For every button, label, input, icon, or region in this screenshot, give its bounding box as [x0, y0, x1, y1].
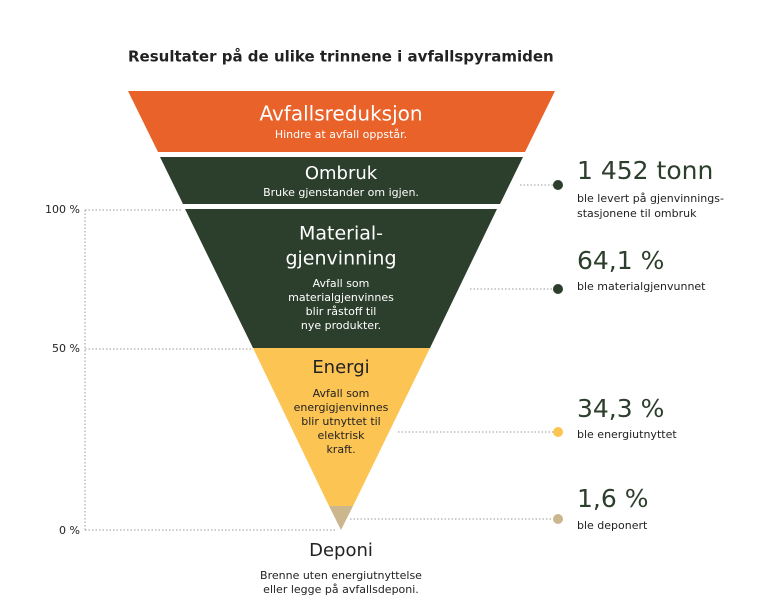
level-desc: blir utnyttet til — [301, 415, 381, 428]
band-reuse — [160, 157, 523, 204]
level-desc: elektrisk — [318, 429, 366, 442]
result-desc: ble energiutnyttet — [577, 428, 677, 441]
result-value: 1,6 % — [577, 484, 648, 513]
result-dot — [553, 427, 563, 437]
results: 1 452 tonn ble levert på gjenvinnings- s… — [350, 156, 724, 532]
level-desc: Hindre at avfall oppstår. — [275, 128, 407, 141]
level-texts: Avfallsreduksjon Hindre at avfall oppstå… — [259, 102, 422, 597]
level-name: Avfallsreduksjon — [259, 102, 422, 126]
result-value: 1 452 tonn — [577, 156, 713, 185]
title: Resultater på de ulike trinnene i avfall… — [128, 48, 554, 66]
level-name: gjenvinning — [285, 248, 396, 270]
level-desc: Bruke gjenstander om igjen. — [263, 186, 419, 199]
level-name: Material- — [299, 223, 383, 245]
result-value: 64,1 % — [577, 246, 664, 275]
leader-lines — [350, 184, 558, 520]
level-desc: eller legge på avfallsdeponi. — [263, 583, 419, 596]
level-name: Deponi — [309, 540, 373, 561]
result-desc: ble deponert — [577, 519, 648, 532]
band-landfill — [329, 506, 353, 530]
result-desc: ble levert på gjenvinnings- — [577, 192, 724, 205]
result-desc: stasjonene til ombruk — [577, 207, 697, 220]
level-name: Ombruk — [305, 163, 378, 184]
left-axis: 100 % 50 % 0 % — [45, 203, 335, 537]
pyramid — [128, 91, 555, 530]
level-desc: energigjenvinnes — [294, 401, 389, 414]
result-dot — [553, 514, 563, 524]
band-reduction — [128, 91, 555, 152]
level-desc: nye produkter. — [301, 319, 381, 332]
result-dot — [553, 284, 563, 294]
result-desc: ble materialgjenvunnet — [577, 280, 706, 293]
result-dot — [553, 180, 563, 190]
band-energy — [253, 348, 430, 506]
level-desc: blir råstoff til — [306, 305, 377, 318]
level-desc: Avfall som — [313, 387, 370, 400]
axis-label: 0 % — [59, 524, 80, 537]
axis-label: 50 % — [52, 342, 80, 355]
level-name: Energi — [312, 357, 369, 378]
level-desc: Brenne uten energiutnyttelse — [260, 569, 422, 582]
band-recycling — [185, 209, 497, 348]
level-desc: kraft. — [326, 443, 355, 456]
axis-label: 100 % — [45, 203, 80, 216]
result-value: 34,3 % — [577, 394, 664, 423]
leader-lines — [84, 209, 335, 531]
level-desc: Avfall som — [313, 277, 370, 290]
level-desc: materialgjenvinnes — [288, 291, 394, 304]
